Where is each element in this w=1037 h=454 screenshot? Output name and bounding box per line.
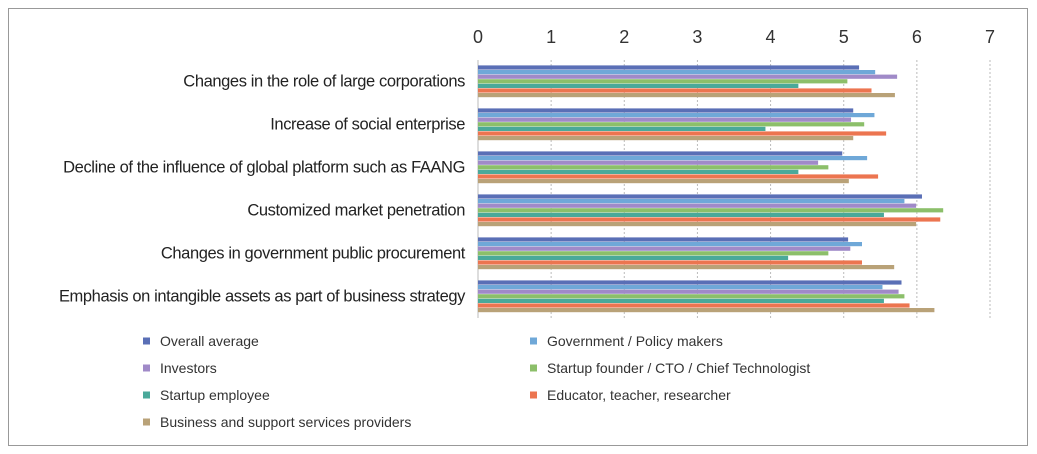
category-label: Customized market penetration: [247, 201, 465, 219]
bar: [478, 222, 917, 227]
legend-swatch: [143, 364, 150, 372]
bar: [478, 251, 829, 256]
x-tick-label: 0: [472, 27, 484, 47]
bar: [478, 212, 884, 217]
x-tick-label: 2: [619, 27, 630, 47]
category-label: Decline of the influence of global platf…: [63, 158, 465, 176]
legend-swatch: [143, 337, 150, 345]
bar: [478, 308, 935, 313]
x-tick-label: 4: [765, 27, 776, 47]
legend-label: Educator, teacher, researcher: [547, 387, 731, 403]
bar: [478, 113, 875, 118]
legend-label: Government / Policy makers: [547, 333, 723, 349]
bar: [478, 179, 849, 184]
bar: [478, 217, 941, 222]
bar: [478, 194, 922, 199]
legend-label: Overall average: [160, 333, 259, 349]
bar: [478, 165, 829, 170]
x-tick-label: 6: [911, 27, 922, 47]
bar: [478, 265, 895, 270]
bar: [478, 79, 848, 84]
category-label: Emphasis on intangible assets as part of…: [58, 287, 465, 305]
bar: [478, 237, 849, 242]
bar: [478, 122, 865, 127]
category-label: Changes in the role of large corporation…: [183, 72, 465, 90]
bar: [478, 126, 766, 131]
bar: [478, 151, 843, 156]
bar: [478, 131, 887, 136]
bar: [478, 280, 902, 285]
bar: [478, 246, 851, 251]
bar: [478, 156, 868, 161]
x-tick-label: 3: [692, 27, 703, 47]
bar: [478, 70, 876, 75]
bar: [478, 208, 944, 213]
category-label: Increase of social enterprise: [270, 115, 465, 133]
legend-swatch: [530, 337, 537, 345]
bar: [478, 169, 799, 174]
x-tick-label: 1: [546, 27, 557, 47]
category-label: Changes in government public procurement: [160, 244, 466, 262]
bar: [478, 285, 883, 290]
bar: [478, 260, 862, 265]
bar: [478, 255, 789, 260]
bar: [478, 199, 905, 204]
bar: [478, 298, 884, 303]
bar: [478, 294, 905, 299]
legend-swatch: [530, 391, 537, 399]
x-tick-label: 5: [838, 27, 849, 47]
legend-swatch: [143, 418, 150, 426]
legend-label: Startup employee: [160, 387, 270, 403]
bar: [478, 108, 854, 113]
chart-frame: [8, 8, 1028, 446]
x-tick-label: 7: [984, 27, 996, 47]
bar: [478, 83, 799, 88]
legend-label: Business and support services providers: [160, 414, 412, 430]
bar: [478, 74, 898, 79]
bar: [478, 93, 895, 98]
bar: [478, 289, 899, 294]
bar: [478, 203, 917, 208]
legend-label: Startup founder / CTO / Chief Technologi…: [547, 360, 811, 376]
bar: [478, 242, 862, 247]
legend-swatch: [530, 364, 537, 372]
bar: [478, 136, 854, 141]
bar: [478, 117, 852, 122]
bar: [478, 303, 910, 308]
bar: [478, 65, 860, 70]
bar: [478, 174, 879, 179]
bar: [478, 88, 872, 93]
legend-swatch: [143, 391, 150, 399]
legend-label: Investors: [160, 360, 217, 376]
bar: [478, 160, 819, 165]
